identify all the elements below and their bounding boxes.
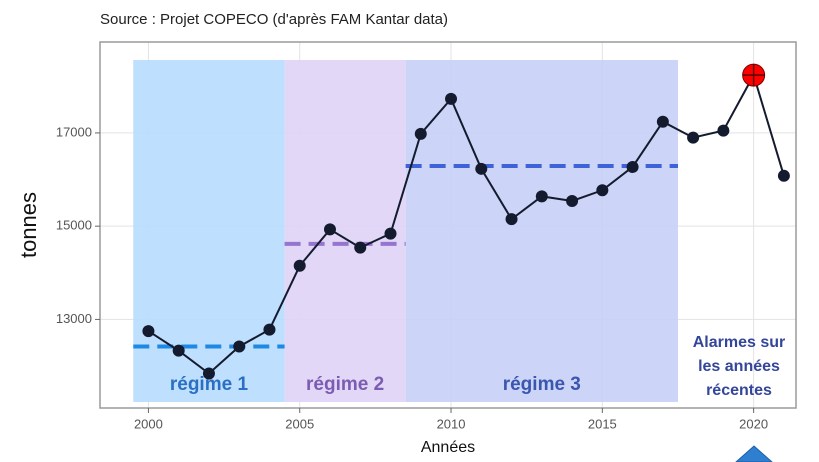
data-point — [566, 194, 579, 207]
chart-title: Source : Projet COPECO (d'après FAM Kant… — [100, 11, 448, 28]
data-point — [777, 169, 790, 182]
series-line — [147, 72, 785, 375]
data-point — [172, 344, 185, 357]
regime-label: régime 3 — [503, 374, 581, 395]
y-axis-label: tonnes — [16, 192, 41, 258]
data-point — [656, 115, 669, 128]
x-tick-label: 2015 — [588, 416, 617, 431]
data-point — [384, 227, 397, 240]
data-point — [626, 160, 639, 173]
x-tick-label: 2010 — [437, 416, 466, 431]
data-point — [414, 127, 427, 140]
data-point — [687, 131, 700, 144]
data-point — [142, 325, 155, 338]
x-axis-label: Années — [421, 439, 475, 456]
data-point — [475, 162, 488, 175]
x-tick-label: 2005 — [285, 416, 314, 431]
annotation: Alarmes sur — [693, 334, 786, 351]
y-tick-label: 17000 — [56, 124, 92, 139]
regime-band — [133, 60, 285, 402]
regime-band — [405, 60, 678, 402]
data-point — [717, 124, 730, 137]
data-point — [233, 340, 246, 353]
y-tick-label: 15000 — [56, 218, 92, 233]
data-point — [535, 190, 548, 203]
data-point — [354, 241, 367, 254]
regime-label: régime 2 — [306, 374, 384, 395]
plot-area: régime 1 régime 2 régime 3 Alarmes sur les a… — [56, 41, 797, 431]
x-tick-label: 2000 — [134, 416, 163, 431]
regime-label: régime 1 — [170, 374, 249, 395]
data-point — [445, 92, 458, 105]
data-point — [263, 323, 276, 336]
annotation: récentes — [706, 382, 772, 399]
data-point — [293, 259, 306, 272]
data-point — [505, 213, 518, 226]
y-tick-label: 13000 — [56, 311, 92, 326]
data-point — [596, 184, 609, 197]
x-tick-label: 2020 — [739, 416, 768, 431]
data-point — [323, 223, 336, 236]
panel-border — [99, 41, 797, 409]
arrow-icon — [735, 445, 773, 462]
data-point — [202, 367, 215, 380]
annotation: les années — [698, 358, 780, 375]
